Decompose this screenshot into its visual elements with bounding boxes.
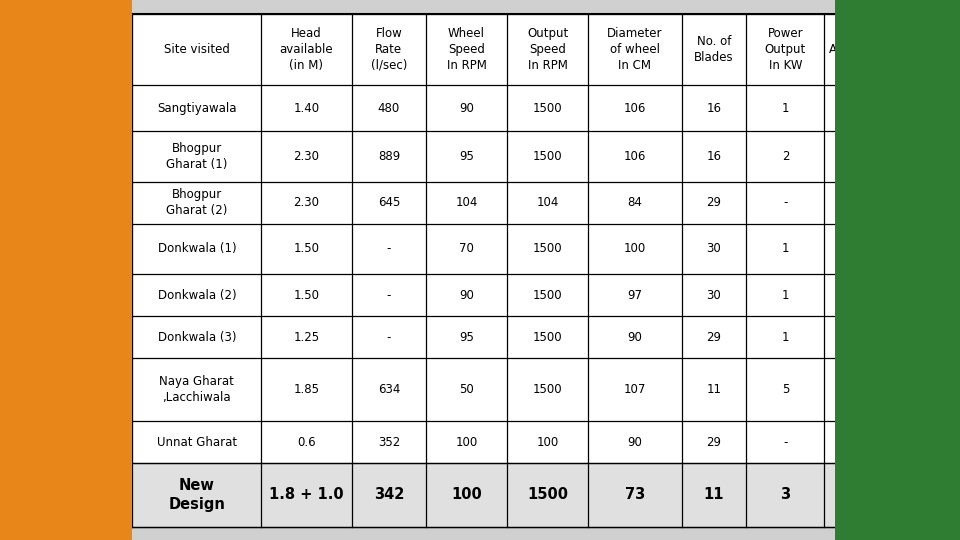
Text: 480: 480 bbox=[378, 102, 400, 114]
Text: Unnat Gharat: Unnat Gharat bbox=[156, 436, 237, 449]
Text: 106: 106 bbox=[624, 150, 646, 163]
FancyBboxPatch shape bbox=[132, 463, 939, 526]
Text: Site visited: Site visited bbox=[164, 43, 229, 56]
Text: Chakki,
Alternator: Chakki, Alternator bbox=[852, 281, 912, 310]
Text: 1: 1 bbox=[781, 242, 789, 255]
Text: Chakki,
Alternator: Chakki, Alternator bbox=[839, 478, 924, 512]
Text: 100: 100 bbox=[451, 488, 482, 502]
Text: 29: 29 bbox=[707, 331, 721, 344]
Text: New
Design: New Design bbox=[168, 478, 226, 512]
Text: Bhogpur
Gharat (1): Bhogpur Gharat (1) bbox=[166, 142, 228, 171]
FancyBboxPatch shape bbox=[132, 14, 939, 526]
Text: Chakki: Chakki bbox=[862, 436, 901, 449]
Text: 2.30: 2.30 bbox=[294, 196, 320, 209]
Text: Bhogpur
Gharat (2): Bhogpur Gharat (2) bbox=[166, 188, 228, 217]
Text: -: - bbox=[387, 289, 391, 302]
Text: 634: 634 bbox=[377, 383, 400, 396]
Text: ☺: ☺ bbox=[50, 137, 83, 166]
Text: 11: 11 bbox=[707, 383, 721, 396]
Text: 1500: 1500 bbox=[533, 242, 563, 255]
Text: -: - bbox=[783, 196, 787, 209]
Text: 100: 100 bbox=[537, 436, 559, 449]
Text: -: - bbox=[783, 436, 787, 449]
Text: 70: 70 bbox=[459, 242, 474, 255]
Text: No. of
Blades: No. of Blades bbox=[694, 35, 733, 64]
Text: IIT
DELHI: IIT DELHI bbox=[883, 112, 906, 125]
Text: 97: 97 bbox=[627, 289, 642, 302]
Text: Donkwala (2): Donkwala (2) bbox=[157, 289, 236, 302]
Text: iit: iit bbox=[884, 40, 903, 58]
Text: 29: 29 bbox=[707, 436, 721, 449]
Text: Chakki,
Alternator: Chakki, Alternator bbox=[852, 234, 912, 264]
Text: -: - bbox=[387, 331, 391, 344]
Text: 104: 104 bbox=[537, 196, 559, 209]
Text: 50: 50 bbox=[459, 383, 474, 396]
Text: 30: 30 bbox=[707, 289, 721, 302]
Text: 100: 100 bbox=[624, 242, 646, 255]
Text: 29: 29 bbox=[707, 196, 721, 209]
Text: 16: 16 bbox=[707, 150, 721, 163]
Text: Chakki,
Alternator: Chakki, Alternator bbox=[852, 93, 912, 123]
Text: 889: 889 bbox=[378, 150, 400, 163]
Text: Diameter
of wheel
In CM: Diameter of wheel In CM bbox=[607, 27, 662, 72]
Text: 100: 100 bbox=[455, 436, 478, 449]
Text: Output
Speed
In RPM: Output Speed In RPM bbox=[527, 27, 568, 72]
Text: 84: 84 bbox=[628, 196, 642, 209]
Text: 95: 95 bbox=[459, 150, 474, 163]
Text: Dhan Cutter,
Alternator: Dhan Cutter, Alternator bbox=[844, 142, 920, 171]
Text: Chakki,
Alternator: Chakki, Alternator bbox=[852, 323, 912, 352]
Text: 1.25: 1.25 bbox=[294, 331, 320, 344]
Text: 5: 5 bbox=[781, 383, 789, 396]
Text: 1500: 1500 bbox=[533, 331, 563, 344]
Text: 1: 1 bbox=[781, 331, 789, 344]
Text: Flow
Rate
(l/sec): Flow Rate (l/sec) bbox=[371, 27, 407, 72]
Text: 1.40: 1.40 bbox=[294, 102, 320, 114]
Text: Power
Output
In KW: Power Output In KW bbox=[765, 27, 806, 72]
Text: 90: 90 bbox=[628, 436, 642, 449]
Text: 1: 1 bbox=[781, 289, 789, 302]
Text: 1.85: 1.85 bbox=[294, 383, 320, 396]
Text: -: - bbox=[387, 242, 391, 255]
Text: 1.50: 1.50 bbox=[294, 242, 320, 255]
Text: 352: 352 bbox=[378, 436, 400, 449]
Text: 645: 645 bbox=[377, 196, 400, 209]
Text: 106: 106 bbox=[624, 102, 646, 114]
Text: 1500: 1500 bbox=[533, 289, 563, 302]
Text: 90: 90 bbox=[459, 102, 474, 114]
Text: Sangtiyawala: Sangtiyawala bbox=[157, 102, 236, 114]
Text: उन्नत  भारत  अभियान: उन्नत भारत अभियान bbox=[30, 278, 103, 284]
Text: 73: 73 bbox=[625, 488, 645, 502]
Text: 1500: 1500 bbox=[533, 102, 563, 114]
Text: Donkwala (1): Donkwala (1) bbox=[157, 242, 236, 255]
Text: delhi: delhi bbox=[908, 40, 954, 58]
Text: 104: 104 bbox=[455, 196, 478, 209]
Text: 1500: 1500 bbox=[533, 383, 563, 396]
Text: 1500: 1500 bbox=[533, 150, 563, 163]
Text: 1.50: 1.50 bbox=[294, 289, 320, 302]
Text: 95: 95 bbox=[459, 331, 474, 344]
Text: 2.30: 2.30 bbox=[294, 150, 320, 163]
Text: 0.6: 0.6 bbox=[298, 436, 316, 449]
Text: 30: 30 bbox=[707, 242, 721, 255]
Text: 16: 16 bbox=[707, 102, 721, 114]
Text: Wheel
Speed
In RPM: Wheel Speed In RPM bbox=[446, 27, 487, 72]
Text: 342: 342 bbox=[373, 488, 404, 502]
Text: UNNAT BHARAT ABHIYAN: UNNAT BHARAT ABHIYAN bbox=[27, 321, 106, 327]
Text: 107: 107 bbox=[624, 383, 646, 396]
Text: 2: 2 bbox=[781, 150, 789, 163]
Text: Donkwala (3): Donkwala (3) bbox=[157, 331, 236, 344]
Text: Applica: Applica bbox=[829, 43, 873, 56]
Text: 1500: 1500 bbox=[527, 488, 568, 502]
Text: 90: 90 bbox=[628, 331, 642, 344]
Text: Head
available
(in M): Head available (in M) bbox=[279, 27, 333, 72]
Text: 1: 1 bbox=[781, 102, 789, 114]
Text: Chakki: Chakki bbox=[862, 196, 901, 209]
Text: 11: 11 bbox=[704, 488, 724, 502]
Text: Chakki, Dhan
cutter,
Alternator: Chakki, Dhan cutter, Alternator bbox=[842, 367, 922, 413]
Text: Naya Gharat
,Lacchiwala: Naya Gharat ,Lacchiwala bbox=[159, 375, 234, 404]
Text: 90: 90 bbox=[459, 289, 474, 302]
Text: 3: 3 bbox=[780, 488, 790, 502]
Text: 1.8 + 1.0: 1.8 + 1.0 bbox=[269, 488, 344, 502]
